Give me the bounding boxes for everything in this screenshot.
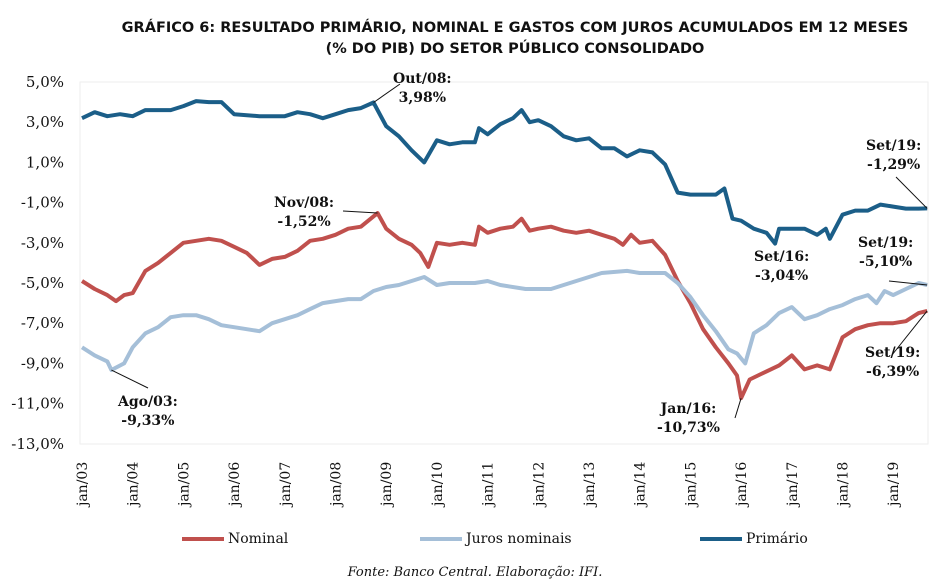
x-tick-label: jan/15 [683,462,699,508]
annotation-out08: Out/08: 3,98% [393,71,452,106]
x-tick-label: jan/08 [329,462,345,508]
chart-title: GRÁFICO 6: RESULTADO PRIMÁRIO, NOMINAL E… [121,20,909,36]
x-tick-label: jan/17 [785,462,801,508]
annotation-leader-line [111,369,149,389]
legend-item-juros: Juros nominais [420,531,572,547]
y-tick-label: -1,0% [21,194,64,212]
annotation-set19-primario: Set/19: -1,29% [866,138,922,173]
x-tick-label: jan/14 [633,462,649,508]
series-line-nominal [80,211,928,401]
legend-swatch [700,537,742,541]
x-tick-label: jan/19 [886,462,902,508]
source-note: Fonte: Banco Central. Elaboração: IFI. [347,565,603,580]
series-line-prim-rio [81,99,928,246]
legend-swatch [420,537,462,541]
x-tick-label: jan/06 [227,462,243,508]
x-tick-label: jan/03 [75,462,91,508]
annotation-leader-line [342,210,378,214]
annotation-nov08: Nov/08: -1,52% [274,195,335,230]
annotation-leader-line [888,280,928,286]
annotation-leader-line [373,83,401,103]
series-line-juros-nominais [80,268,928,372]
x-tick-label: jan/11 [481,462,497,508]
legend-item-nominal: Nominal [182,531,288,547]
legend-swatch [182,537,224,541]
y-tick-label: 1,0% [26,153,64,171]
y-tick-label: -9,0% [21,354,64,372]
y-tick-label: -3,0% [21,234,64,252]
y-tick-label: -11,0% [11,395,64,413]
annotation-ago03: Ago/03: -9,33% [118,394,178,429]
x-tick-label: jan/07 [278,462,294,508]
x-tick-label: jan/09 [379,462,395,508]
y-tick-label: 3,0% [26,113,64,131]
x-tick-label: jan/10 [430,462,446,508]
legend-label: Nominal [228,531,289,547]
annotation-set16: Set/16: -3,04% [754,249,810,284]
annotation-leader-line [891,310,928,356]
legend-label: Juros nominais [466,531,572,547]
legend-label: Primário [746,531,808,547]
chart-subtitle: (% DO PIB) DO SETOR PÚBLICO CONSOLIDADO [325,41,705,57]
annotation-set19-juros: Set/19: -5,10% [858,235,914,270]
legend-item-primario: Primário [700,531,808,547]
x-tick-label: jan/05 [176,462,192,508]
y-tick-label: 5,0% [26,73,64,91]
plot-area [79,81,929,445]
y-tick-label: -5,0% [21,274,64,292]
x-tick-label: jan/04 [126,462,142,508]
x-tick-label: jan/18 [836,462,852,508]
annotation-leader-line [734,398,742,419]
annotation-set19-nominal: Set/19: -6,39% [865,345,921,380]
annotation-jan16: Jan/16: -10,73% [657,401,720,436]
x-tick-label: jan/13 [582,462,598,508]
y-tick-label: -7,0% [21,314,64,332]
x-tick-label: jan/12 [531,462,547,508]
annotation-leader-line [895,176,928,209]
y-tick-label: -13,0% [11,435,64,453]
x-tick-label: jan/16 [734,462,750,508]
